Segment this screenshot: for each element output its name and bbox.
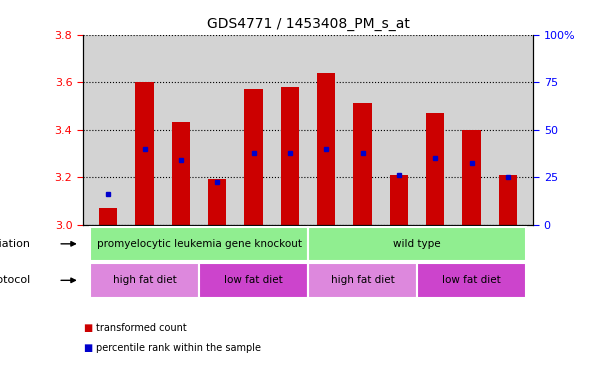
Text: high fat diet: high fat diet xyxy=(330,275,394,285)
Text: ■: ■ xyxy=(83,323,92,333)
Bar xyxy=(281,87,299,225)
Text: ■: ■ xyxy=(83,343,92,353)
Text: promyelocytic leukemia gene knockout: promyelocytic leukemia gene knockout xyxy=(96,239,302,249)
Text: transformed count: transformed count xyxy=(96,323,187,333)
Bar xyxy=(245,89,262,225)
Bar xyxy=(135,82,154,225)
Text: percentile rank within the sample: percentile rank within the sample xyxy=(96,343,261,353)
Text: genotype/variation: genotype/variation xyxy=(0,239,31,249)
Text: high fat diet: high fat diet xyxy=(113,275,177,285)
Bar xyxy=(99,208,117,225)
Bar xyxy=(172,122,190,225)
Bar xyxy=(354,103,371,225)
Bar xyxy=(462,130,481,225)
Text: protocol: protocol xyxy=(0,275,31,285)
Bar xyxy=(390,175,408,225)
Bar xyxy=(499,175,517,225)
Text: wild type: wild type xyxy=(393,239,441,249)
Text: low fat diet: low fat diet xyxy=(442,275,501,285)
Title: GDS4771 / 1453408_PM_s_at: GDS4771 / 1453408_PM_s_at xyxy=(207,17,409,31)
Bar xyxy=(317,73,335,225)
Text: low fat diet: low fat diet xyxy=(224,275,283,285)
Bar xyxy=(208,179,226,225)
Bar xyxy=(426,113,444,225)
